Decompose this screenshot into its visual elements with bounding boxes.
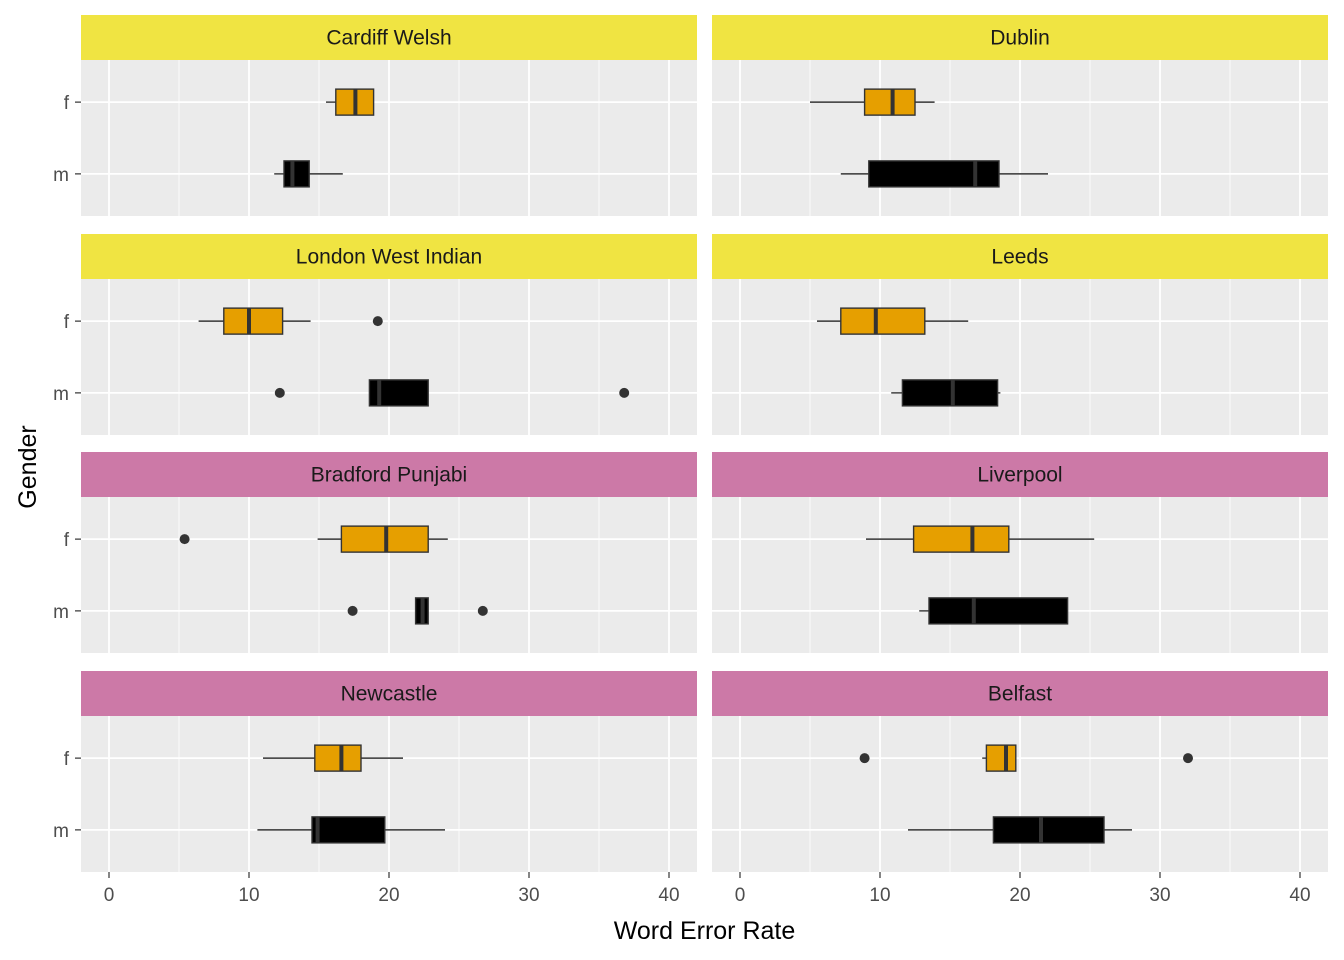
box-iqr [928, 597, 1069, 625]
x-axis-title: Word Error Rate [614, 917, 796, 945]
x-tick-label: 20 [1009, 885, 1030, 906]
box-f [198, 307, 383, 335]
y-tick-label: m [53, 602, 69, 623]
box-m [919, 597, 1069, 625]
facet-title: Belfast [988, 683, 1052, 706]
box-m [891, 379, 1001, 407]
box-f [326, 88, 375, 116]
facet-strip [81, 15, 697, 60]
facet-panel-belfast: Belfast 0 10 20 30 40 [712, 671, 1328, 906]
box-iqr [912, 525, 1010, 553]
x-tick-label: 30 [518, 885, 539, 906]
facet-panel-leeds: Leeds [712, 234, 1328, 435]
facet-panel-bradford-punjabi: Bradford Punjabi f m [53, 452, 697, 653]
facet-title: Leeds [991, 246, 1048, 269]
x-tick-label: 0 [104, 885, 115, 906]
facet-title: Newcastle [341, 683, 438, 706]
outlier-point [619, 387, 630, 398]
outlier-point [372, 316, 383, 327]
box-iqr [868, 160, 1000, 188]
facet-panel-newcastle: Newcastle f m 0 10 20 30 40 [53, 671, 697, 906]
facet-strip [712, 234, 1328, 279]
outlier-point [859, 753, 870, 764]
y-tick-label: f [64, 530, 70, 551]
box-m [257, 816, 445, 844]
facet-strip [81, 452, 697, 497]
x-tick-label: 40 [658, 885, 679, 906]
box-iqr [992, 816, 1105, 844]
box-f [866, 525, 1095, 553]
box-iqr [840, 307, 926, 335]
facet-title: Dublin [990, 27, 1050, 50]
facet-title: Liverpool [977, 464, 1062, 487]
box-m [274, 379, 630, 407]
box-iqr [863, 88, 916, 116]
y-tick-label: f [64, 93, 70, 114]
outlier-point [274, 387, 285, 398]
facet-panel-cardiff-welsh: Cardiff Welsh f m [53, 15, 697, 216]
x-tick-label: 20 [378, 885, 399, 906]
facet-title: Cardiff Welsh [326, 27, 451, 50]
y-tick-label: m [53, 165, 69, 186]
box-m [347, 597, 488, 625]
y-tick-label: m [53, 821, 69, 842]
box-f [810, 88, 935, 116]
facet-strip [712, 452, 1328, 497]
box-iqr [283, 160, 310, 188]
outlier-point [179, 534, 190, 545]
outlier-point [347, 605, 358, 616]
facet-title: Bradford Punjabi [311, 464, 467, 487]
box-iqr [311, 816, 386, 844]
x-tick-label: 10 [869, 885, 890, 906]
facet-strip [81, 671, 697, 716]
box-f [817, 307, 969, 335]
y-tick-label: f [64, 312, 70, 333]
facet-strip [712, 671, 1328, 716]
outlier-point [1183, 753, 1193, 764]
x-tick-label: 30 [1149, 885, 1170, 906]
x-tick-label: 10 [238, 885, 259, 906]
box-f [179, 525, 448, 553]
box-f [263, 744, 403, 772]
box-m [908, 816, 1132, 844]
y-tick-label: f [64, 749, 70, 770]
facet-panel-london-west-indian: London West Indian f m [53, 234, 697, 435]
box-iqr [985, 744, 1017, 772]
x-tick-label: 40 [1289, 885, 1310, 906]
facet-title: London West Indian [296, 246, 482, 269]
box-iqr [314, 744, 362, 772]
facet-strip [81, 234, 697, 279]
y-tick-label: m [53, 384, 69, 405]
box-iqr [223, 307, 284, 335]
box-m [840, 160, 1048, 188]
facet-strip [712, 15, 1328, 60]
box-iqr [901, 379, 999, 407]
box-f [859, 744, 1193, 772]
facet-panel-dublin: Dublin [712, 15, 1328, 216]
outlier-point [477, 605, 488, 616]
facet-panel-liverpool: Liverpool [712, 452, 1328, 653]
x-tick-label: 0 [735, 885, 746, 906]
box-m [274, 160, 343, 188]
y-axis-title: Gender [14, 425, 42, 508]
